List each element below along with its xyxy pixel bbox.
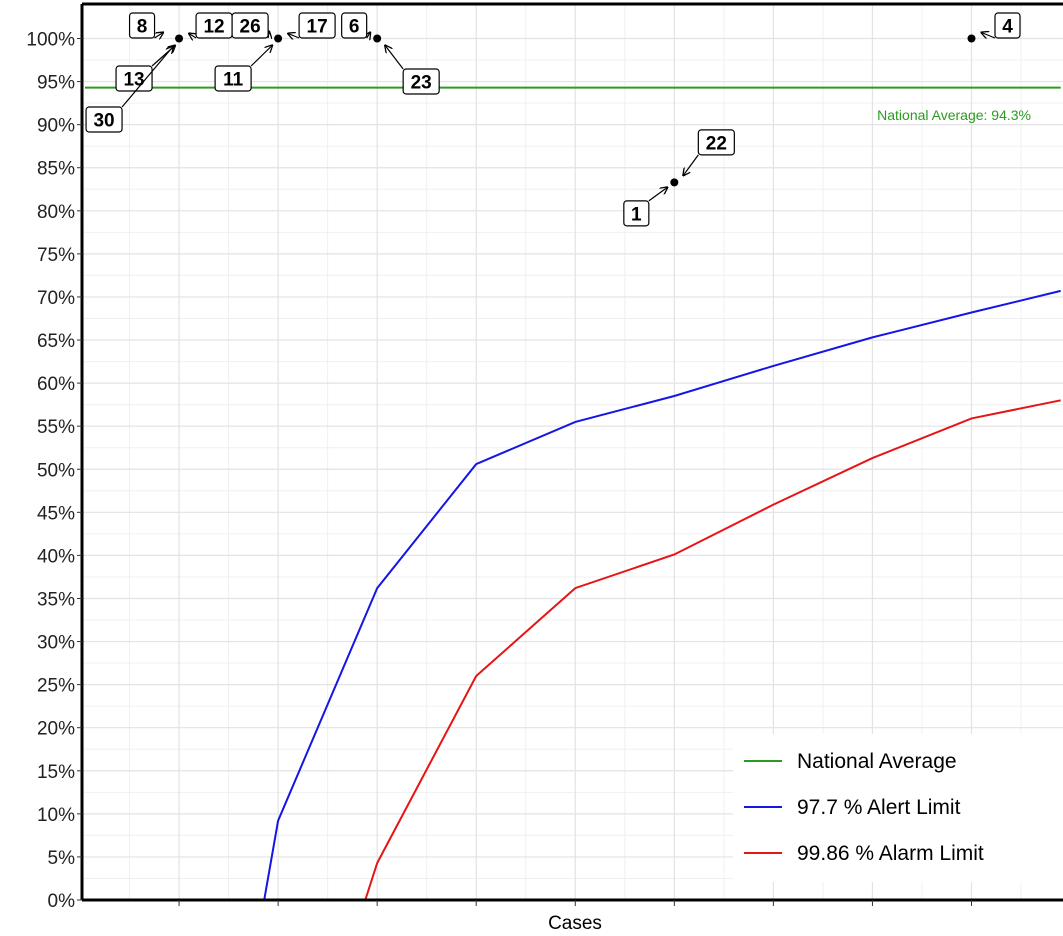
label-box (697, 129, 735, 156)
label-arrow (385, 46, 404, 70)
y-tick-label: 60% (37, 374, 75, 395)
label-arrow (288, 34, 300, 39)
y-tick-label: 15% (37, 762, 75, 783)
y-tick-label: 65% (37, 331, 75, 352)
legend-label: 99.86 % Alarm Limit (797, 842, 984, 865)
legend-label: 97.7 % Alert Limit (797, 796, 961, 819)
legend: National Average 97.7 % Alert Limit 99.86 … (733, 734, 1063, 882)
point-label: 8 (137, 17, 148, 38)
x-ticks (178, 900, 972, 906)
point-label: 11 (223, 70, 244, 91)
label-arrow (189, 34, 196, 39)
data-point (274, 34, 283, 43)
series-line (263, 289, 1061, 901)
label-box (231, 12, 269, 39)
label-arrow (683, 154, 699, 176)
label-arrow (982, 33, 996, 39)
y-tick-label: 35% (37, 589, 75, 610)
label-arrow (648, 187, 668, 202)
y-tick-label: 30% (37, 633, 75, 654)
y-tick-label: 100% (26, 30, 75, 51)
x-axis-label: Cases (548, 913, 602, 934)
point-label: 1 (631, 204, 642, 225)
y-tick-label: 55% (37, 417, 75, 438)
point-label: 4 (1002, 17, 1013, 38)
data-point (967, 34, 976, 43)
y-tick-label: 45% (37, 503, 75, 524)
y-tick-label: 40% (37, 546, 75, 567)
y-tick-label: 80% (37, 202, 75, 223)
legend-label: National Average (797, 750, 957, 773)
national-average-label-group: National Average: 94.3% (877, 107, 1031, 123)
y-tick-label: 85% (37, 159, 75, 180)
label-box (994, 12, 1021, 39)
label-box (128, 12, 156, 39)
national-average-label: National Average: 94.3% (877, 107, 1031, 123)
label-box (402, 68, 440, 95)
point-label: 17 (307, 17, 328, 38)
series-line (364, 399, 1061, 901)
data-point (373, 34, 382, 43)
label-box (214, 65, 252, 92)
point-label: 23 (411, 73, 432, 94)
y-tick-label: 20% (37, 719, 75, 740)
point-label: 12 (203, 17, 224, 38)
point-label: 13 (123, 70, 144, 91)
y-tick-label: 5% (48, 848, 76, 869)
axes (80, 2, 1063, 902)
y-tick-labels: 0% 5% 10% 15% 20% 25% 30% 35% 40% 45% 50% 55% 60% 65%… (26, 30, 82, 912)
point-label: 26 (240, 17, 261, 38)
y-tick-label: 25% (37, 676, 75, 697)
point-label: 22 (706, 133, 727, 154)
data-point (670, 178, 679, 187)
y-tick-label: 75% (37, 245, 75, 266)
y-tick-label: 0% (48, 891, 76, 912)
data-points (175, 34, 976, 187)
y-tick-label: 50% (37, 460, 75, 481)
label-arrow (367, 33, 371, 39)
point-labels: 8 12 13 30 26 17 11 6 23 22 1 4 (85, 12, 1021, 227)
label-arrow (250, 46, 272, 67)
label-box (623, 200, 650, 227)
y-tick-label: 90% (37, 116, 75, 137)
y-tick-label: 10% (37, 805, 75, 826)
label-box (115, 65, 153, 92)
label-arrow (154, 33, 164, 39)
data-point (175, 34, 184, 43)
label-box (298, 12, 336, 39)
label-box (85, 106, 123, 133)
point-label: 6 (349, 17, 360, 38)
point-label: 30 (93, 111, 114, 132)
y-tick-label: 95% (37, 73, 75, 94)
legend-box (733, 734, 1063, 882)
y-tick-label: 70% (37, 288, 75, 309)
label-arrow (121, 47, 173, 108)
label-box (341, 12, 368, 39)
